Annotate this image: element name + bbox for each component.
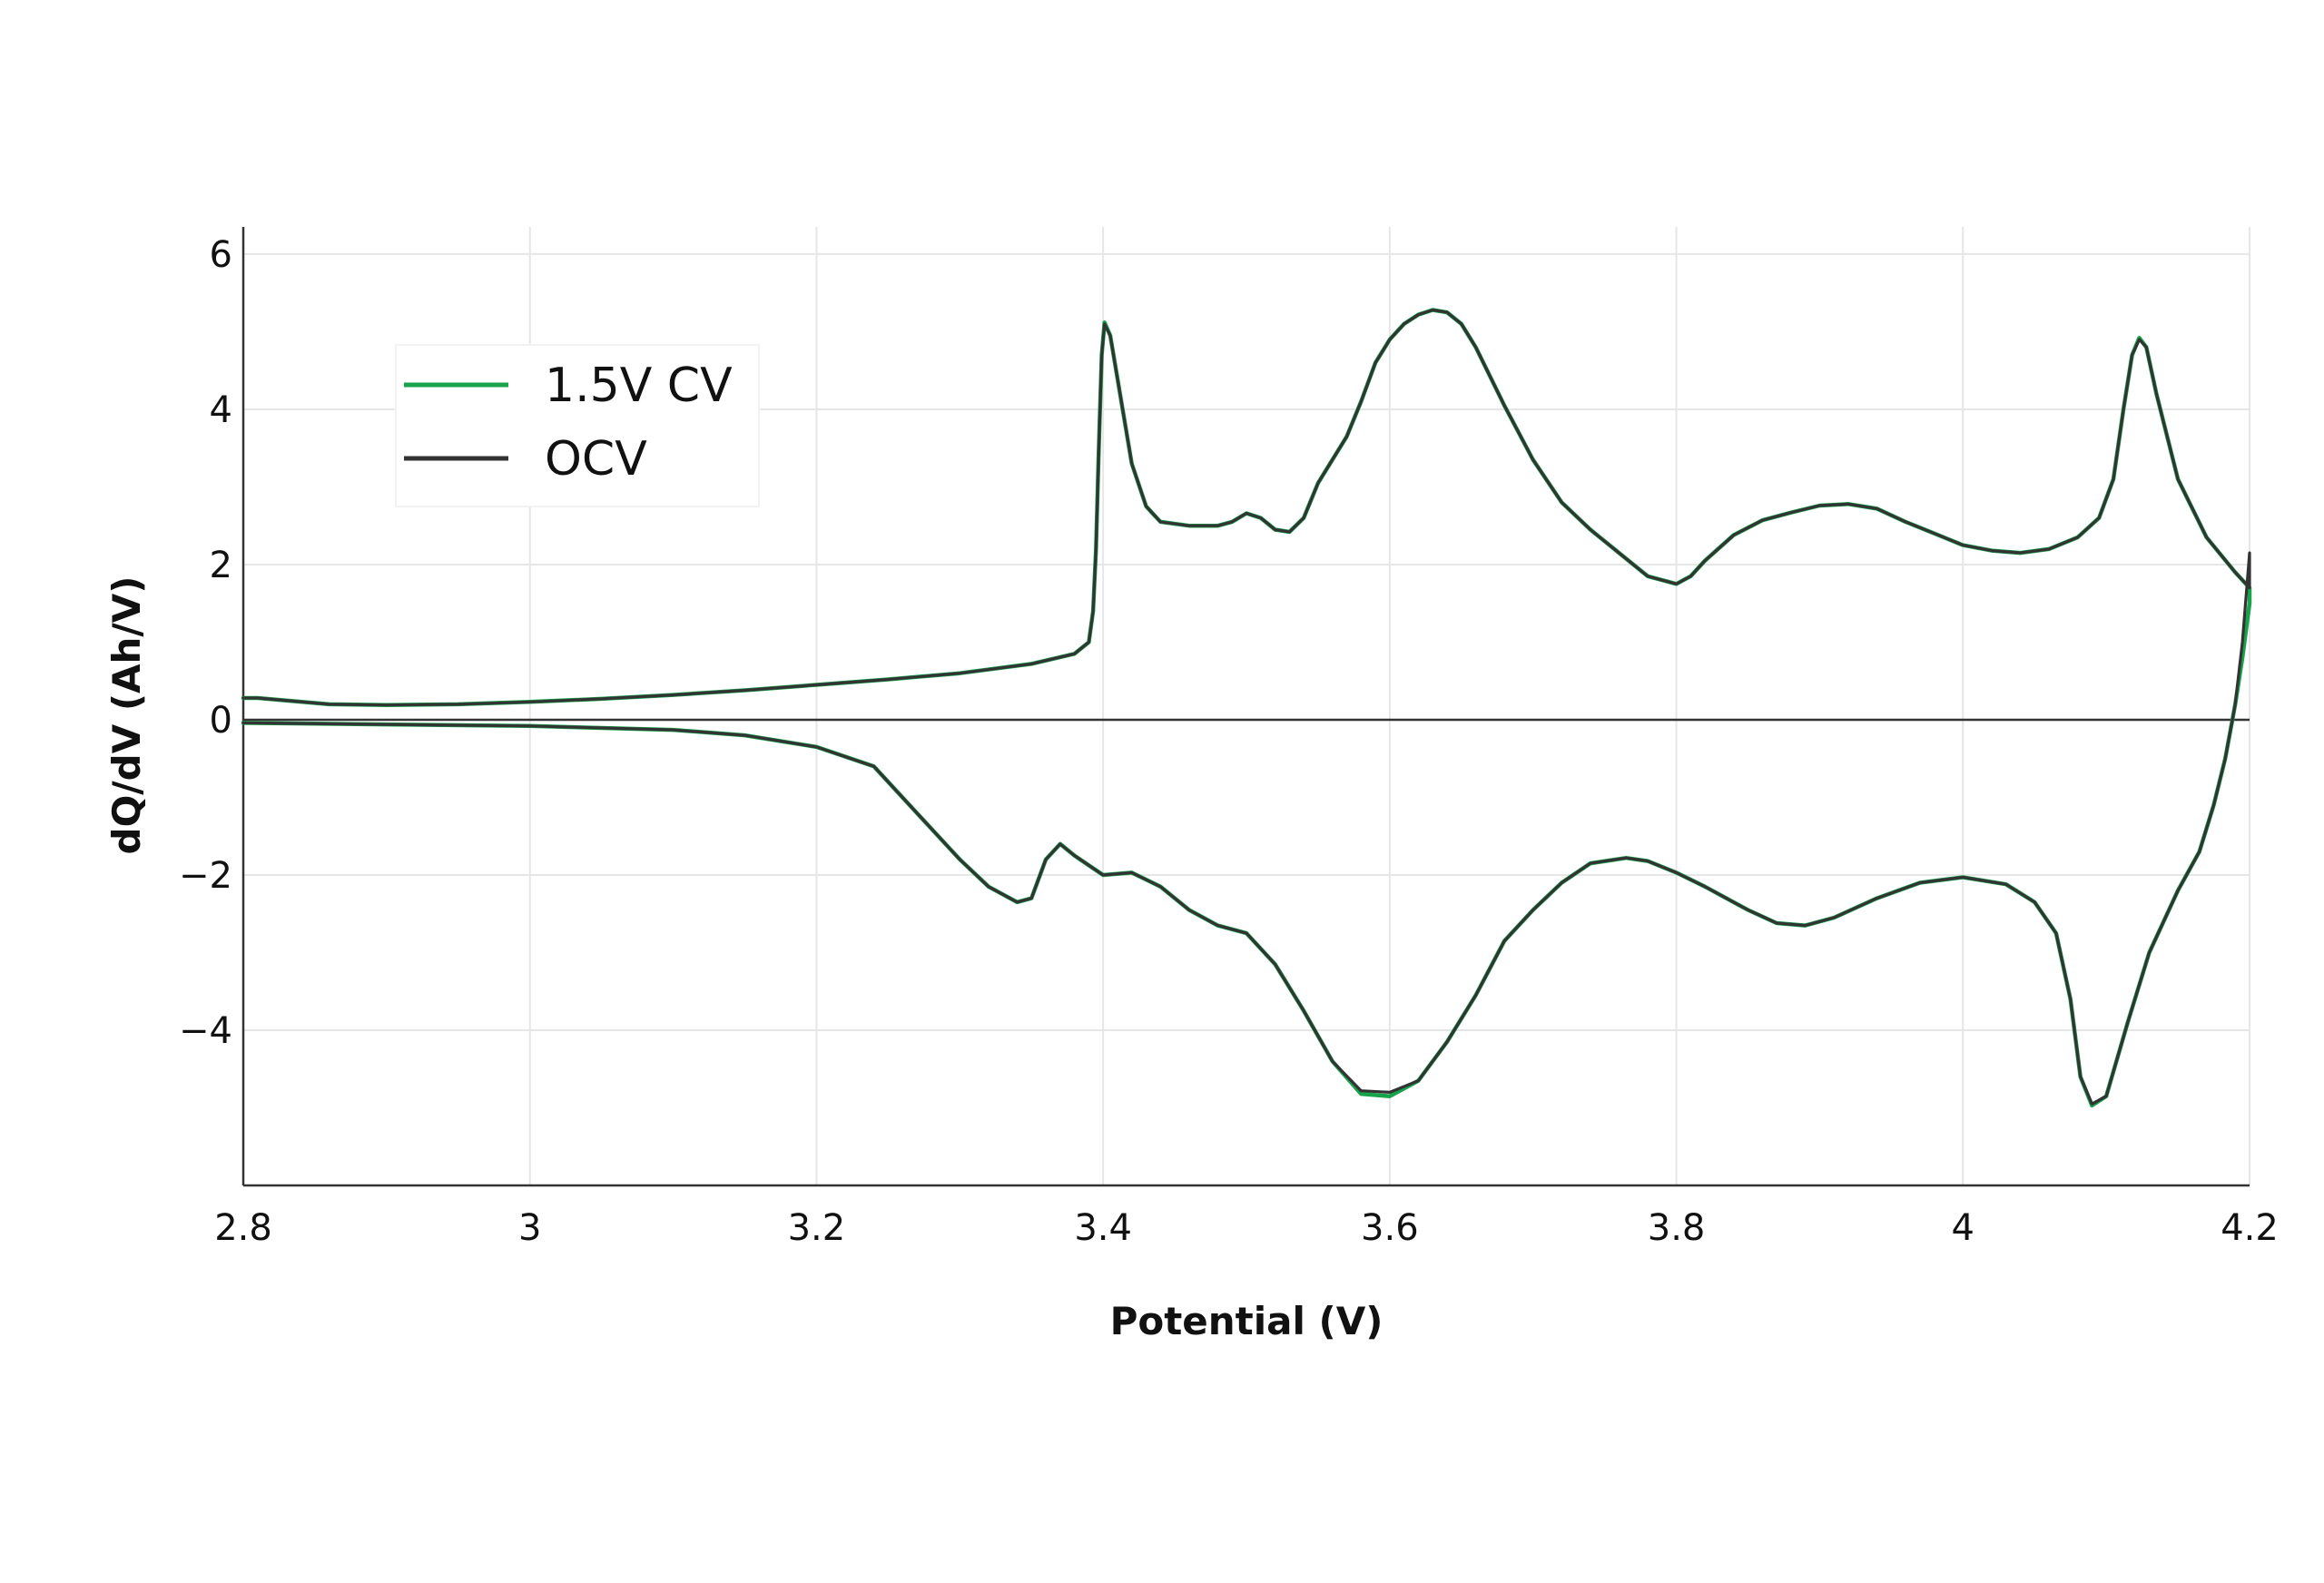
y-tick-label: 4	[210, 389, 232, 431]
x-tick-label: 4.2	[2221, 1207, 2279, 1249]
y-tick-label: 0	[210, 700, 232, 742]
y-tick-label: 6	[210, 234, 232, 276]
legend-label-1-5v-cv: 1.5V CV	[545, 359, 733, 413]
x-tick-label: 2.8	[214, 1207, 272, 1249]
series-line-ocv	[241, 308, 2251, 1106]
y-tick-label: −4	[179, 1010, 232, 1052]
x-tick-label: 3.2	[788, 1207, 846, 1249]
x-tick-label: 3.6	[1361, 1207, 1419, 1249]
x-axis-title: Potential (V)	[1110, 1299, 1384, 1343]
tick-labels: 2.8 3 3.2 3.4 3.6 3.8 4 4.2 6 4 2 0 −2 −4	[179, 234, 2279, 1249]
x-tick-label: 3.4	[1074, 1207, 1132, 1249]
y-axis-title: dQ/dV (Ah/V)	[104, 576, 149, 855]
x-tick-label: 3	[518, 1207, 541, 1249]
series-lines	[241, 308, 2252, 1108]
legend-label-ocv: OCV	[545, 432, 647, 487]
y-tick-label: 2	[210, 545, 232, 586]
grid-lines	[243, 227, 2250, 1185]
axes	[241, 227, 2250, 1187]
x-tick-label: 4	[1952, 1207, 1974, 1249]
legend: 1.5V CV OCV	[395, 344, 760, 507]
legend-box	[395, 344, 760, 507]
y-tick-label: −2	[179, 855, 232, 897]
x-tick-label: 3.8	[1648, 1207, 1706, 1249]
